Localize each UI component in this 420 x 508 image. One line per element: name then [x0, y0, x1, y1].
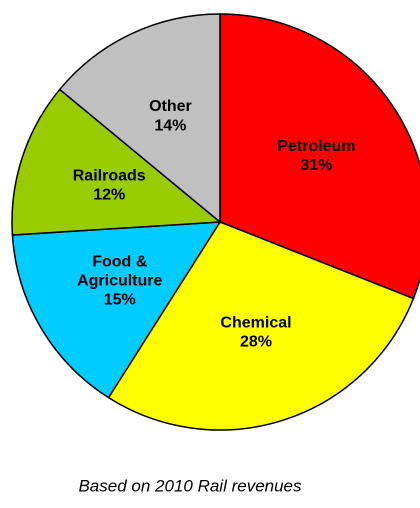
slice-label: Railroads [73, 168, 146, 185]
slice-label-line: Railroads [73, 168, 146, 185]
footnote: Based on 2010 Rail revenues [78, 476, 302, 495]
slice-label: Food & Agriculture [77, 254, 162, 290]
pie-slice [107, 221, 415, 431]
slice-value-label: 12% [93, 187, 125, 204]
slice-label-line: Chemical [220, 314, 291, 331]
pie-slice [219, 13, 420, 300]
slice-value-label: 28% [240, 333, 272, 350]
slice-label: Petroleum [277, 138, 355, 155]
slice-label: Chemical [220, 314, 291, 331]
slice-value-label: 15% [104, 292, 136, 309]
pie-slice [11, 88, 222, 236]
slice-value-label: 14% [154, 117, 186, 134]
slice-value-label: 31% [300, 157, 332, 174]
slice-label-line: Food & [92, 254, 148, 271]
pie-slice [11, 221, 222, 399]
pie-slice [58, 13, 221, 224]
slice-label: Other [149, 98, 192, 115]
slice-label-line: Agriculture [77, 273, 162, 290]
slice-label-line: Petroleum [277, 138, 355, 155]
slice-label-line: Other [149, 98, 192, 115]
